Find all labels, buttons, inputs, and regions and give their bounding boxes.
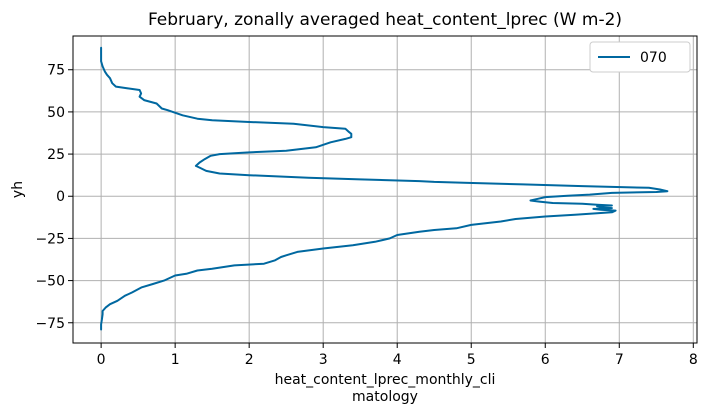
legend-frame xyxy=(589,41,691,73)
y-tick-label: −50 xyxy=(35,274,65,290)
legend-label-070: 070 xyxy=(640,50,667,66)
series-line-070 xyxy=(100,46,669,331)
y-tick-label: 50 xyxy=(47,105,65,121)
plot-frame xyxy=(72,35,698,344)
x-axis-ticks: 0 1 2 3 4 5 6 7 8 xyxy=(97,343,698,368)
grid-lines xyxy=(73,36,697,343)
y-tick-label: 0 xyxy=(56,189,65,205)
x-tick-label: 8 xyxy=(689,352,698,368)
x-tick-label: 0 xyxy=(97,352,106,368)
y-tick-label: −25 xyxy=(35,231,65,247)
x-tick-label: 5 xyxy=(467,352,476,368)
x-tick-label: 3 xyxy=(319,352,328,368)
x-tick-label: 7 xyxy=(615,352,624,368)
chart-title: February, zonally averaged heat_content_… xyxy=(148,10,622,30)
y-tick-label: 25 xyxy=(47,147,65,163)
x-tick-label: 4 xyxy=(393,352,402,368)
x-tick-label: 2 xyxy=(245,352,254,368)
series-layer xyxy=(100,46,669,331)
y-axis-ticks: −75 −50 −25 0 25 50 75 xyxy=(35,63,73,332)
y-tick-label: −75 xyxy=(35,316,65,332)
x-axis-label-line-1: heat_content_lprec_monthly_cli xyxy=(275,372,496,388)
x-tick-label: 6 xyxy=(541,352,550,368)
x-axis-label-line-2: matology xyxy=(352,389,418,405)
legend: 070 xyxy=(589,41,691,73)
y-axis-label: yh xyxy=(10,181,26,198)
x-tick-label: 1 xyxy=(171,352,180,368)
y-tick-label: 75 xyxy=(47,63,65,79)
